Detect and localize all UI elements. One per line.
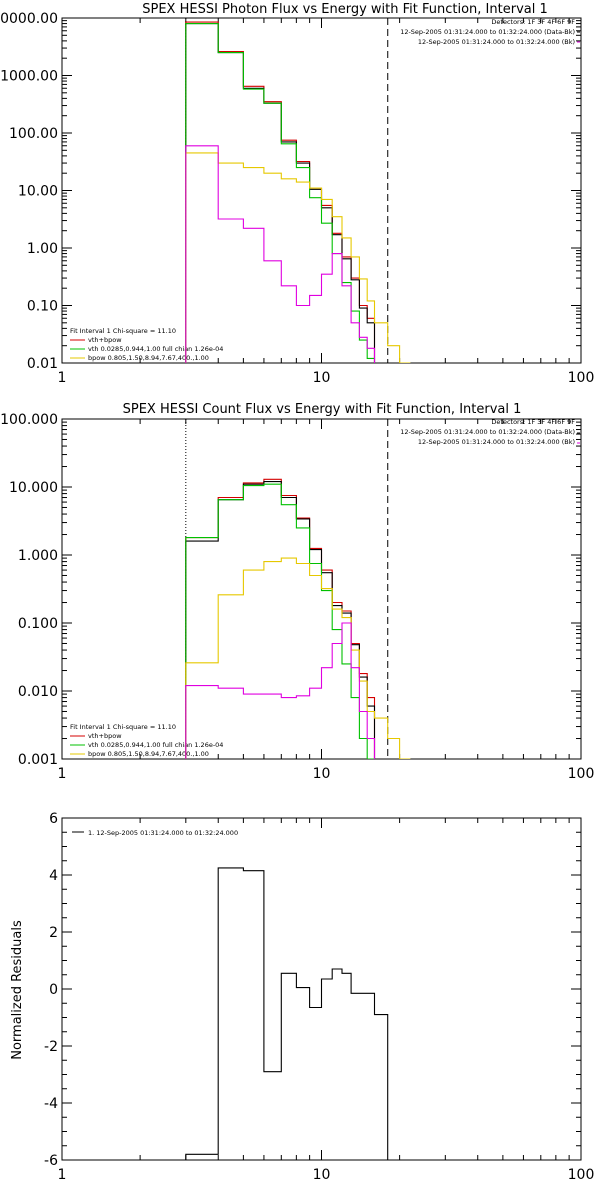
fit-model-label: vth+bpow bbox=[88, 732, 122, 740]
y-tick-label: -2 bbox=[44, 1039, 58, 1055]
series-line bbox=[185, 23, 376, 363]
x-tick-label: 1 bbox=[58, 370, 67, 386]
legend-bk: 12-Sep-2005 01:31:24.000 to 01:32:24.000… bbox=[418, 438, 575, 446]
fit-model-label: vth+bpow bbox=[88, 336, 122, 344]
x-tick-label: 10 bbox=[313, 370, 331, 386]
residuals-panel: Normalized Residuals 1. 12-Sep-2005 01:3… bbox=[10, 811, 594, 1183]
y-tick-label: 10.00 bbox=[18, 184, 58, 200]
residuals-legend-text: 1. 12-Sep-2005 01:31:24.000 to 01:32:24.… bbox=[88, 829, 238, 837]
y-tick-label: 10.000 bbox=[9, 480, 58, 496]
x-tick-label: 100 bbox=[568, 370, 595, 386]
count-flux-panel: SPEX HESSI Count Flux vs Energy with Fit… bbox=[0, 402, 594, 782]
y-tick-label: 1.00 bbox=[27, 241, 58, 257]
series-line bbox=[185, 152, 411, 363]
photon-flux-title: SPEX HESSI Photon Flux vs Energy with Fi… bbox=[142, 2, 548, 17]
photon-flux-panel: SPEX HESSI Photon Flux vs Energy with Fi… bbox=[0, 2, 594, 386]
series-line bbox=[185, 23, 376, 363]
y-tick-label: 4 bbox=[49, 868, 58, 884]
series-line bbox=[185, 483, 375, 759]
count-fit-legend: Fit Interval 1 Chi-square = 11.10 vth+bp… bbox=[70, 723, 223, 758]
residuals-y-axis-label: Normalized Residuals bbox=[10, 920, 25, 1060]
y-tick-label: 100.00 bbox=[9, 126, 58, 142]
bpow-params-label: bpow 0.805,1.50,8.94,7.67,400.,1.00 bbox=[88, 354, 209, 362]
series-line bbox=[185, 557, 411, 759]
x-tick-label: 1 bbox=[58, 766, 67, 782]
x-tick-label: 10 bbox=[313, 1167, 331, 1183]
y-tick-label: 0 bbox=[49, 982, 58, 998]
y-tick-label: 1000.00 bbox=[0, 69, 58, 85]
y-tick-label: 0.01 bbox=[27, 356, 58, 372]
y-tick-label: 0.001 bbox=[18, 752, 58, 768]
series-line bbox=[185, 481, 376, 759]
fit-interval-label: Fit Interval 1 Chi-square = 11.10 bbox=[70, 327, 176, 335]
series-line bbox=[185, 478, 376, 759]
x-tick-label: 100 bbox=[568, 1167, 595, 1183]
y-tick-label: 0.100 bbox=[18, 616, 58, 632]
y-tick-label: -4 bbox=[44, 1096, 58, 1112]
y-tick-label: 10000.00 bbox=[0, 11, 58, 27]
series-line bbox=[185, 145, 376, 363]
y-tick-label: 0.10 bbox=[27, 299, 58, 315]
photon-top-legend: Detectors: 1F 3F 4F 6F 9F 12-Sep-2005 01… bbox=[400, 18, 575, 46]
vth-params-label: vth 0.0285,0.944,1.00 full chian 1.26e-0… bbox=[88, 345, 223, 353]
fit-interval-label: Fit Interval 1 Chi-square = 11.10 bbox=[70, 723, 176, 731]
x-tick-label: 1 bbox=[58, 1167, 67, 1183]
series-line bbox=[185, 622, 376, 759]
y-tick-label: 0.010 bbox=[18, 684, 58, 700]
bpow-params-label: bpow 0.805,1.50,8.94,7.67,400.,1.00 bbox=[88, 750, 209, 758]
series-line bbox=[185, 21, 376, 363]
photon-fit-legend: Fit Interval 1 Chi-square = 11.10 vth+bp… bbox=[70, 327, 223, 362]
residual-line bbox=[185, 867, 389, 1160]
vth-params-label: vth 0.0285,0.944,1.00 full chian 1.26e-0… bbox=[88, 741, 223, 749]
legend-data-bk: 12-Sep-2005 01:31:24.000 to 01:32:24.000… bbox=[400, 28, 575, 36]
legend-detectors: Detectors: 1F 3F 4F 6F 9F bbox=[491, 418, 575, 426]
legend-bk: 12-Sep-2005 01:31:24.000 to 01:32:24.000… bbox=[418, 38, 575, 46]
x-tick-label: 100 bbox=[568, 766, 595, 782]
x-tick-label: 10 bbox=[313, 766, 331, 782]
count-flux-title: SPEX HESSI Count Flux vs Energy with Fit… bbox=[123, 402, 522, 417]
y-tick-label: 100.000 bbox=[0, 412, 58, 428]
y-tick-label: -6 bbox=[44, 1153, 58, 1169]
legend-data-bk: 12-Sep-2005 01:31:24.000 to 01:32:24.000… bbox=[400, 428, 575, 436]
count-top-legend: Detectors: 1F 3F 4F 6F 9F 12-Sep-2005 01… bbox=[400, 418, 575, 446]
legend-detectors: Detectors: 1F 3F 4F 6F 9F bbox=[491, 18, 575, 26]
y-tick-label: 1.000 bbox=[18, 548, 58, 564]
y-tick-label: 2 bbox=[49, 925, 58, 941]
y-tick-label: 6 bbox=[49, 811, 58, 827]
